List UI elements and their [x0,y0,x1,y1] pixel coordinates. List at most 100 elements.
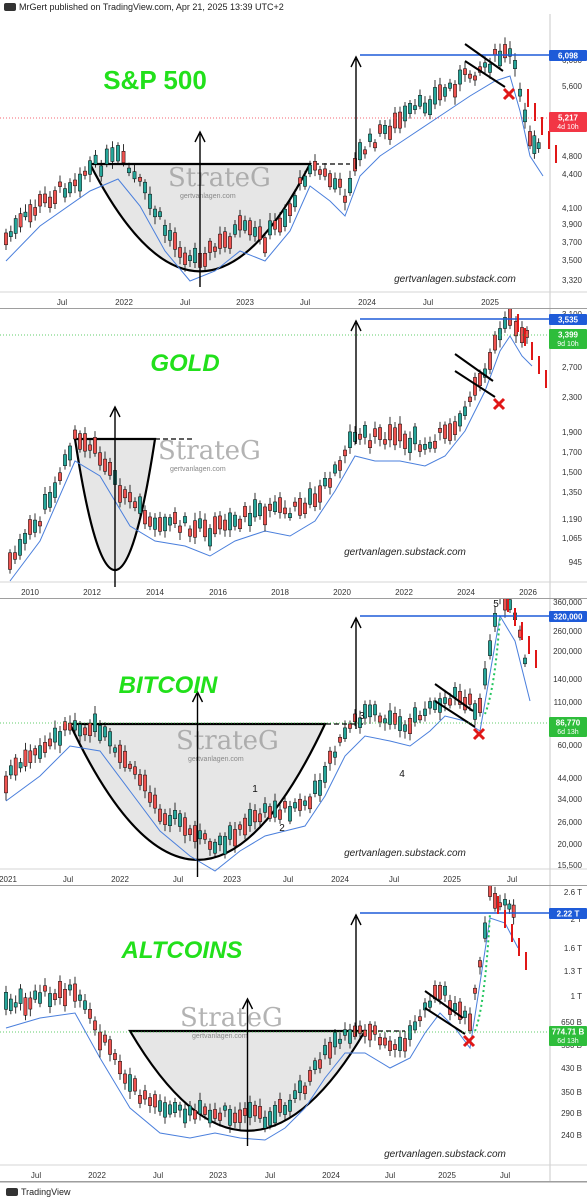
candle-body [378,124,382,134]
candle-body [503,44,507,59]
candle-body [78,994,82,1001]
candle-body [108,731,112,747]
candle-body [478,697,482,713]
candle-body [308,796,312,810]
candle-body [398,1036,402,1051]
y-tick-label: 1,350 [562,488,583,497]
candle-body [68,984,72,991]
price-tag-value: 320,000 [554,613,583,622]
candle-body [468,693,472,705]
candle-body [99,165,104,177]
y-tick-label: 1.6 T [564,944,582,953]
candle-body [73,720,77,731]
candle-body [503,899,507,906]
candle-body [473,75,477,81]
candle-body [273,1105,277,1124]
arrow-head [350,55,362,68]
candle-body [503,317,507,329]
candle-body [468,73,472,79]
arrow-head [241,997,254,1010]
candle-body [58,472,62,481]
candle-body [138,496,142,514]
candle-body [273,800,277,818]
x-tick-label: 2025 [443,875,461,884]
candle-body [228,825,232,840]
candle-body [33,748,37,756]
candle-body [153,794,157,809]
candle-body [268,220,272,236]
candle-body [493,613,497,627]
candle-body [248,220,252,236]
candle-body [413,707,417,723]
moving-average-line [5,75,544,282]
candle-body [288,1099,292,1112]
candle-body [88,1008,92,1019]
candle-body [483,668,487,686]
candle-body [213,246,217,252]
x-tick-label: 2021 [0,875,17,884]
price-tag [549,112,587,132]
candle-body [153,208,157,218]
candle-body [173,810,177,820]
y-tick-label: 1,900 [562,428,583,437]
y-tick-label: 15,500 [558,861,583,870]
candle-body [238,518,242,530]
candle-body [218,1112,222,1121]
candle-body [113,747,117,753]
candle-body [398,111,402,129]
candle-body [238,215,242,231]
candle-body [333,464,337,474]
candle-body [23,211,28,218]
candle-body [453,84,457,98]
candle-body [253,499,257,518]
candle-body [98,452,102,466]
candle-body [33,519,37,533]
candle-body [343,449,347,457]
arrow-head [109,405,121,418]
candle-body [33,990,37,1000]
price-tag-value: 3,535 [558,316,579,325]
projection-curve [484,615,501,715]
candle-body [508,309,512,326]
candle-body [503,599,507,611]
candle-body [188,255,192,261]
candle-body [68,182,72,194]
candle-body [508,48,512,57]
candle-body [373,428,377,437]
price-tag-value: 5,217 [558,114,579,123]
candle-body [88,722,92,736]
candle-body [303,1085,307,1094]
candle-body [263,506,267,526]
x-tick-label: 2022 [115,298,133,307]
footer: TradingView [0,1182,587,1201]
candle-body [93,154,98,165]
candle-body [328,478,332,488]
candle-body [18,539,22,556]
candle-body [378,1037,382,1046]
candle-body [378,427,382,440]
candle-body [358,433,362,440]
moving-average-line [5,917,519,1141]
candle-body [536,142,541,149]
candle-body [213,516,217,535]
candle-body [393,713,397,725]
y-tick-label: 3,500 [562,256,583,265]
y-tick-label: 430 B [561,1064,582,1073]
candle-body [293,195,297,208]
candle-body [388,1040,392,1051]
y-tick-label: 240 B [561,1131,582,1140]
candle-body [83,727,87,736]
candle-body [288,806,292,822]
candle-body [188,828,192,835]
candle-body [13,757,18,776]
candle-body [48,993,52,1007]
candle-body [198,1100,202,1115]
candle-body [283,507,287,515]
candle-body [168,815,172,827]
candle-body [4,775,8,794]
candle-body [193,1110,197,1120]
candle-body [438,428,442,433]
candle-body [348,431,352,448]
candle-body [303,502,307,515]
